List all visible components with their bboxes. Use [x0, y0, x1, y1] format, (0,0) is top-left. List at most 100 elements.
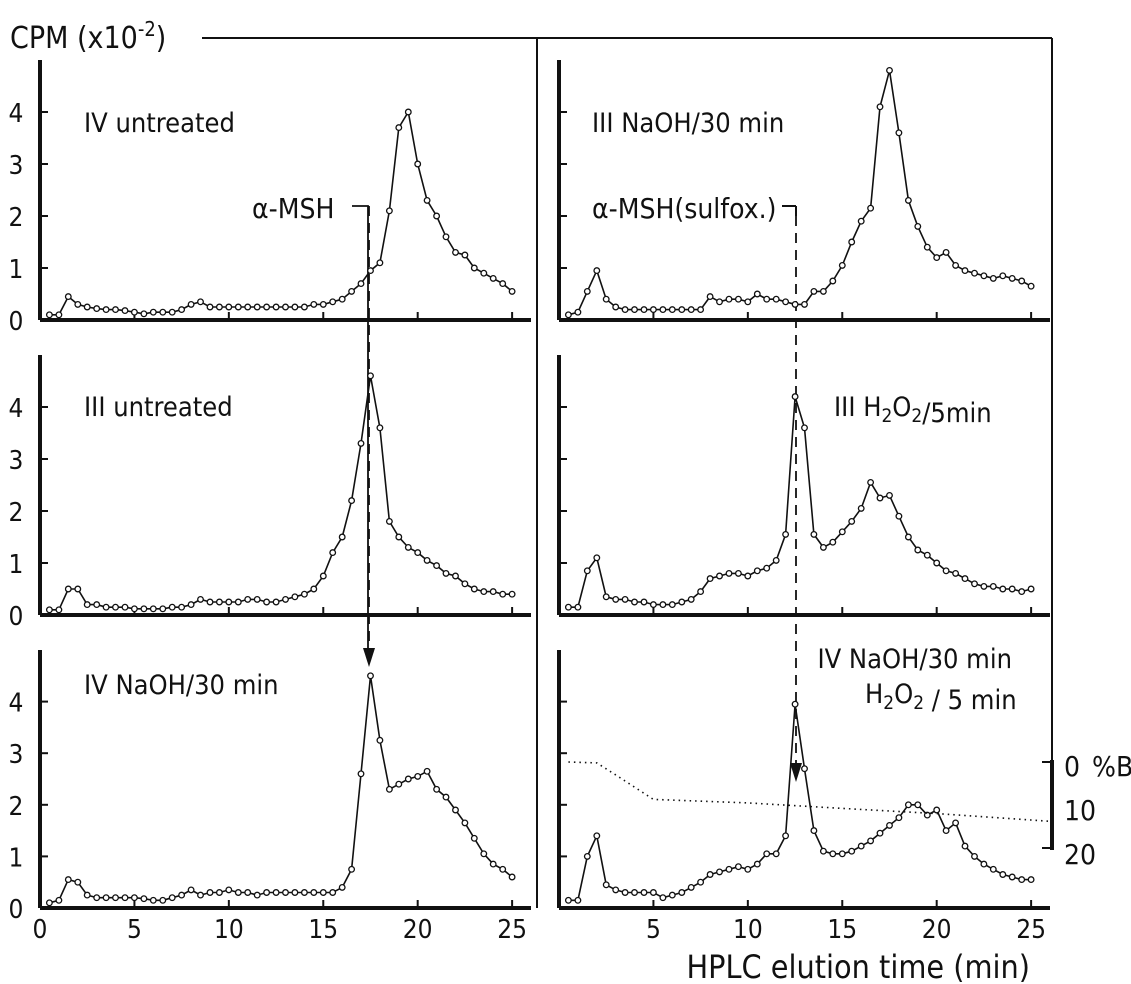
data-point	[300, 889, 308, 896]
data-point	[649, 601, 657, 609]
chart-panel-top-right: III NaOH/30 min	[557, 60, 1050, 322]
panel-label-bottom-left: IV NaOH/30 min	[84, 670, 279, 701]
alpha-msh-sulfox-label: α-MSH(sulfox.)	[592, 192, 776, 225]
data-point	[782, 298, 790, 306]
data-point	[102, 894, 110, 902]
data-point	[706, 293, 714, 301]
data-point	[159, 308, 167, 316]
data-point	[564, 311, 572, 319]
data-point	[470, 585, 478, 593]
data-point	[215, 598, 223, 606]
data-point	[574, 308, 582, 316]
data-point	[952, 261, 960, 269]
data-point	[829, 277, 837, 285]
data-point	[225, 598, 233, 606]
y-tick-label: 4	[9, 689, 24, 719]
data-point	[55, 311, 63, 319]
data-point	[130, 894, 138, 902]
data-point	[244, 303, 252, 311]
data-point	[895, 512, 903, 520]
data-point	[357, 770, 365, 778]
data-point	[329, 889, 337, 896]
data-point	[867, 478, 875, 486]
data-point	[801, 765, 808, 773]
data-point	[112, 603, 119, 611]
data-point	[395, 780, 403, 788]
data-point	[215, 303, 223, 311]
data-point	[782, 832, 790, 840]
data-point	[640, 889, 648, 896]
data-point	[838, 261, 846, 269]
data-point	[574, 896, 582, 904]
data-point	[376, 259, 384, 267]
data-point	[206, 598, 214, 606]
x-tick-label: 15	[308, 915, 338, 945]
data-point	[989, 582, 997, 590]
data-point	[904, 533, 912, 541]
data-point	[631, 889, 638, 896]
data-point	[980, 582, 988, 590]
data-point	[300, 590, 308, 598]
data-point	[300, 303, 308, 311]
data-point	[55, 606, 63, 614]
alpha-msh-sulfox-arrowhead	[790, 763, 802, 782]
data-point	[319, 300, 327, 308]
data-point	[74, 585, 82, 593]
data-point	[404, 108, 412, 116]
data-point	[716, 868, 723, 876]
data-point	[414, 772, 422, 780]
x-tick-label: 25	[497, 915, 527, 945]
data-point	[791, 300, 799, 308]
data-point	[140, 895, 148, 903]
data-point	[159, 896, 167, 904]
data-point	[895, 129, 903, 137]
data-point	[234, 889, 242, 896]
data-point	[121, 307, 129, 315]
data-point	[272, 303, 280, 311]
data-point	[55, 896, 63, 904]
data-point	[1027, 282, 1035, 290]
data-point	[999, 871, 1007, 878]
data-point	[45, 311, 53, 319]
data-point	[867, 204, 875, 212]
x-tick-label: 0	[33, 915, 48, 945]
data-point	[338, 533, 346, 541]
data-point	[178, 891, 186, 899]
y-tick-label: 2	[9, 498, 24, 528]
data-point	[442, 233, 450, 241]
y-tick-label: 0	[9, 895, 24, 925]
data-point	[263, 598, 271, 606]
data-point	[725, 295, 733, 303]
data-point	[621, 306, 629, 314]
data-point	[423, 767, 431, 775]
data-point	[461, 819, 469, 827]
y-tick-label: 1	[9, 255, 24, 285]
data-point	[942, 567, 950, 575]
x-tick-label: 20	[403, 915, 433, 945]
data-point	[649, 306, 657, 314]
data-point	[564, 603, 572, 611]
data-point	[631, 306, 638, 314]
x-tick-label: 10	[733, 915, 763, 945]
chart-panel-bottom-right: 5 10 15 20 25 IV NaOH/30 min H2O2 / 5 min	[557, 644, 1051, 945]
data-point	[697, 306, 705, 314]
y-tick-label: 2	[9, 792, 24, 822]
data-point	[923, 243, 931, 251]
data-point	[178, 603, 186, 611]
data-point	[933, 559, 941, 567]
series-line-bottom-left	[49, 675, 513, 904]
panel-label-top-left: IV untreated	[84, 108, 235, 139]
data-point	[659, 306, 667, 314]
data-point	[385, 785, 393, 793]
data-point	[310, 889, 318, 896]
data-point	[461, 251, 469, 259]
data-point	[178, 306, 186, 314]
data-point	[971, 580, 978, 588]
data-point	[348, 865, 356, 873]
data-point	[602, 593, 610, 601]
panel-label-line1-bottom-right: IV NaOH/30 min	[817, 644, 1012, 675]
data-point	[914, 546, 922, 554]
data-point	[1008, 274, 1016, 282]
percent-b-tick-label-20: 20	[1064, 838, 1096, 871]
data-point	[206, 889, 214, 896]
